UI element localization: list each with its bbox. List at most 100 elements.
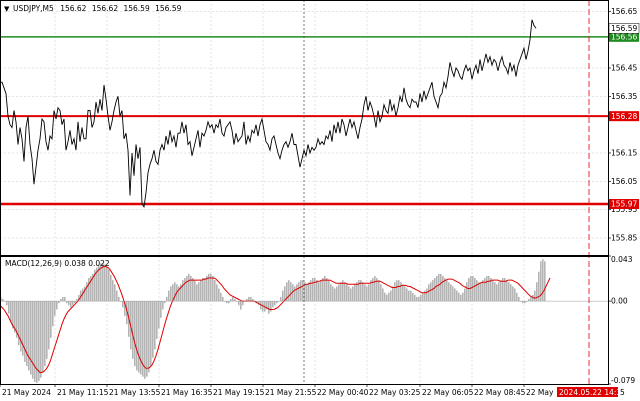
macd-histogram-bar: [294, 286, 296, 302]
price-panel-frame: [0, 0, 609, 256]
macd-histogram-bar: [136, 301, 138, 371]
macd-histogram-bar: [262, 301, 264, 312]
macd-histogram-bar: [150, 301, 152, 367]
macd-histogram-bar: [458, 292, 460, 302]
macd-histogram-bar: [8, 301, 10, 314]
macd-histogram-bar: [12, 301, 14, 329]
macd-histogram-bar: [210, 273, 212, 302]
macd-histogram-bar: [252, 299, 254, 302]
macd-histogram-bar: [354, 284, 356, 302]
macd-histogram-bar: [318, 282, 320, 302]
support-tag-label: 155.97: [611, 200, 637, 209]
macd-histogram-bar: [528, 299, 530, 302]
macd-histogram-bar: [420, 294, 422, 302]
menu-triangle-icon[interactable]: ▼: [4, 5, 10, 13]
macd-histogram-bar: [416, 296, 418, 302]
macd-histogram-bar: [250, 296, 252, 302]
macd-histogram-bar: [454, 288, 456, 302]
macd-histogram-bar: [326, 278, 328, 302]
macd-histogram-bar: [380, 284, 382, 302]
macd-histogram-bar: [4, 301, 6, 302]
macd-label: MACD(12,26,9) 0.038 0.022: [5, 259, 110, 268]
macd-histogram-bar: [248, 296, 250, 302]
macd-histogram-bar: [368, 284, 370, 302]
macd-histogram-bar: [434, 278, 436, 302]
macd-histogram-bar: [218, 288, 220, 302]
macd-histogram-bar: [188, 273, 190, 302]
macd-histogram-bar: [160, 301, 162, 318]
macd-histogram-bar: [500, 280, 502, 302]
macd-histogram-bar: [440, 273, 442, 302]
macd-histogram-bar: [390, 290, 392, 302]
macd-histogram-bar: [228, 301, 230, 304]
macd-histogram-bar: [316, 280, 318, 302]
macd-histogram-bar: [522, 301, 524, 304]
macd-histogram-bar: [360, 280, 362, 302]
macd-histogram: [0, 259, 546, 383]
macd-histogram-bar: [424, 290, 426, 302]
macd-histogram-bar: [6, 301, 8, 306]
macd-histogram-bar: [540, 261, 542, 302]
macd-histogram-bar: [148, 301, 150, 373]
macd-histogram-bar: [524, 301, 526, 304]
time-tick-label: 21 May 2024: [2, 388, 51, 397]
macd-histogram-bar: [196, 284, 198, 302]
ohlc-low: 156.59: [123, 4, 149, 13]
ohlc-high: 156.62: [92, 4, 118, 13]
macd-histogram-bar: [272, 301, 274, 308]
macd-histogram-bar: [506, 280, 508, 302]
macd-histogram-bar: [536, 282, 538, 302]
macd-histogram-bar: [374, 275, 376, 302]
macd-histogram-bar: [410, 290, 412, 302]
macd-histogram-bar: [214, 280, 216, 302]
macd-histogram-bar: [200, 280, 202, 302]
macd-histogram-bar: [382, 288, 384, 302]
macd-histogram-bar: [216, 284, 218, 302]
macd-histogram-bar: [320, 280, 322, 302]
macd-histogram-bar: [124, 301, 126, 316]
time-tick-label: 22 May 03:25: [369, 388, 421, 397]
macd-histogram-bar: [418, 296, 420, 302]
macd-histogram-bar: [466, 282, 468, 302]
macd-histogram-bar: [72, 301, 74, 306]
macd-histogram-bar: [164, 301, 166, 304]
macd-histogram-bar: [386, 294, 388, 302]
macd-histogram-bar: [274, 301, 276, 306]
macd-histogram-bar: [300, 280, 302, 302]
macd-histogram-bar: [10, 301, 12, 323]
macd-histogram-bar: [304, 282, 306, 302]
macd-histogram-bar: [106, 266, 108, 302]
macd-histogram-bar: [396, 280, 398, 302]
macd-histogram-bar: [32, 301, 34, 379]
macd-histogram-bar: [352, 286, 354, 302]
macd-histogram-bar: [240, 301, 242, 310]
macd-histogram-bar: [404, 286, 406, 302]
macd-histogram-bar: [350, 288, 352, 302]
macd-histogram-bar: [134, 301, 136, 367]
macd-histogram-bar: [20, 301, 22, 352]
macd-histogram-bar: [86, 282, 88, 302]
macd-histogram-bar: [108, 269, 110, 302]
macd-tick-label: 0.043: [611, 255, 633, 264]
macd-histogram-bar: [394, 282, 396, 302]
macd-signal-line: [0, 266, 551, 373]
macd-histogram-bar: [290, 282, 292, 302]
macd-histogram-bar: [488, 275, 490, 302]
macd-histogram-bar: [242, 301, 244, 306]
macd-histogram-bar: [346, 284, 348, 302]
macd-histogram-bar: [232, 296, 234, 302]
macd-histogram-bar: [314, 278, 316, 302]
macd-histogram-bar: [180, 284, 182, 302]
macd-histogram-bar: [74, 301, 76, 304]
macd-histogram-bar: [384, 292, 386, 302]
macd-histogram-bar: [114, 284, 116, 302]
time-tag-suffix: 5: [620, 388, 625, 397]
macd-histogram-bar: [184, 278, 186, 302]
macd-histogram-bar: [414, 294, 416, 302]
macd-histogram-bar: [450, 284, 452, 302]
macd-histogram-bar: [22, 301, 24, 356]
macd-histogram-bar: [226, 301, 228, 304]
macd-histogram-bar: [36, 301, 38, 383]
macd-histogram-bar: [330, 284, 332, 302]
macd-histogram-bar: [356, 282, 358, 302]
